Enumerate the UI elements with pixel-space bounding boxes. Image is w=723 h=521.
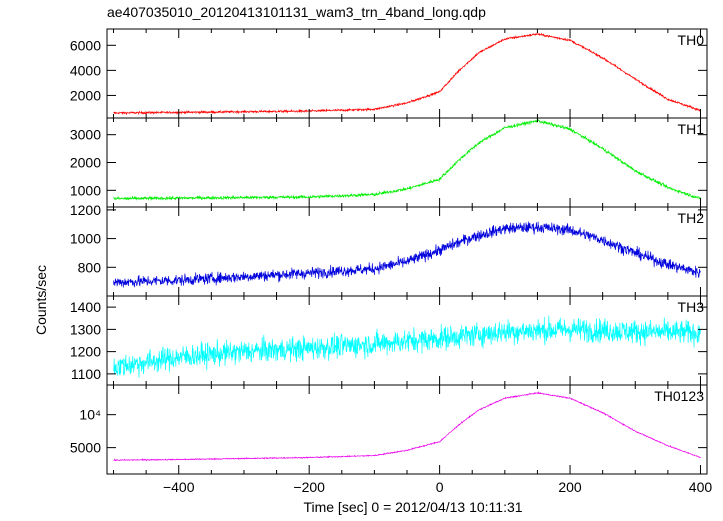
panel-frame xyxy=(106,28,708,119)
x-tick-label: 0 xyxy=(436,479,444,495)
series-line-th0 xyxy=(113,32,701,116)
x-axis-label: Time [sec] 0 = 2012/04/13 10:11:31 xyxy=(303,499,522,515)
y-tick-label: 5000 xyxy=(70,440,101,456)
x-tick-label: −200 xyxy=(293,479,325,495)
panel-label-th1: TH1 xyxy=(678,121,705,137)
y-tick-label: 1200 xyxy=(70,202,101,218)
panel-th3: 1100 1200 1300 1400 TH3 xyxy=(70,295,708,386)
y-tick-label: 2000 xyxy=(70,155,101,171)
panel-frame xyxy=(106,206,708,297)
chart-title: ae407035010_20120413101131_wam3_trn_4ban… xyxy=(107,4,486,20)
panel-th0123: 5000 10⁴ TH0123 xyxy=(70,384,708,475)
y-tick-label: 4000 xyxy=(70,62,101,78)
panel-th1: 1000 2000 3000 TH1 xyxy=(70,117,708,208)
panel-label-th0123: TH0123 xyxy=(654,388,704,404)
series-line-th0123 xyxy=(113,391,701,462)
series-line-th3 xyxy=(113,315,701,378)
panel-label-th0: TH0 xyxy=(678,32,705,48)
y-tick-label: 1200 xyxy=(70,344,101,360)
panel-th0: 2000 4000 6000 TH0 xyxy=(70,28,708,119)
y-tick-label: 3000 xyxy=(70,127,101,143)
panel-label-th2: TH2 xyxy=(678,210,705,226)
y-tick-label: 10⁴ xyxy=(79,407,101,423)
y-tick-label: 6000 xyxy=(70,37,101,53)
series-line-th1 xyxy=(113,118,701,201)
series-line-th2 xyxy=(113,221,701,288)
x-tick-label: −400 xyxy=(163,479,195,495)
y-axis-label: Counts/sec xyxy=(33,265,49,335)
y-tick-label: 1400 xyxy=(70,299,101,315)
y-tick-label: 800 xyxy=(78,259,102,275)
y-tick-label: 1000 xyxy=(70,231,101,247)
y-tick-label: 1100 xyxy=(71,366,101,382)
panel-label-th3: TH3 xyxy=(678,299,705,315)
y-tick-label: 1300 xyxy=(70,321,101,337)
y-tick-label: 2000 xyxy=(70,87,101,103)
y-tick-label: 1000 xyxy=(70,182,101,198)
panel-frame xyxy=(106,117,708,208)
panel-frame xyxy=(106,384,708,475)
panel-th2: 800 1000 1200 TH2 xyxy=(70,202,708,297)
x-tick-label: 200 xyxy=(558,479,582,495)
x-tick-label: 400 xyxy=(689,479,713,495)
